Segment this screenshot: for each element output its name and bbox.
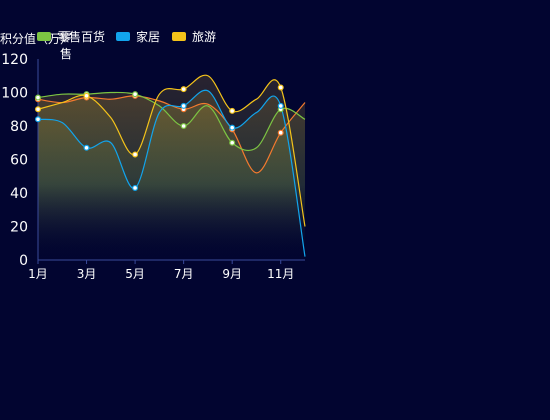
data-point-s3-7月 — [180, 86, 187, 93]
data-point-s1-7月 — [180, 122, 187, 129]
data-point-s3-1月 — [34, 106, 41, 113]
x-tick-label: 5月 — [125, 267, 145, 281]
data-point-s1-1月 — [34, 94, 41, 101]
y-tick-label: 0 — [19, 253, 28, 269]
legend-fragment: 零售 — [60, 30, 73, 61]
data-point-s3-9月 — [229, 107, 236, 114]
x-tick-label: 3月 — [77, 267, 97, 281]
data-point-s3-11月 — [277, 84, 284, 91]
y-tick-label: 20 — [10, 220, 28, 236]
y-axis-unit-label: 积分值（万） — [0, 32, 73, 46]
axes: 0 20 40 60 80 100 120 1月 3月 5月 7月 9月 11月 — [1, 52, 305, 281]
data-point-s2-11月 — [277, 102, 284, 109]
data-point-s1-5月 — [132, 91, 139, 98]
data-point-s2-5月 — [132, 184, 139, 191]
legend-swatch — [116, 32, 130, 41]
y-tick-label: 80 — [10, 119, 28, 135]
legend-item-home[interactable]: 家居 — [116, 28, 160, 45]
y-tick-label: 60 — [10, 153, 28, 169]
legend-item-travel[interactable]: 旅游 — [172, 28, 216, 45]
legend-item-retail[interactable]: 零售百货 — [37, 28, 105, 45]
y-tick-label: 120 — [1, 52, 28, 68]
x-tick-label: 9月 — [222, 267, 242, 281]
legend-label: 零售百货 — [57, 30, 106, 44]
area-fill-3 — [38, 75, 305, 260]
x-tick-label: 11月 — [267, 267, 294, 281]
data-point-s3-5月 — [132, 151, 139, 158]
data-point-s2-9月 — [229, 124, 236, 131]
data-point-s2-7月 — [180, 102, 187, 109]
data-point-s2-1月 — [34, 116, 41, 123]
data-point-s2-3月 — [83, 144, 90, 151]
data-point-s3-3月 — [83, 92, 90, 99]
data-points — [34, 84, 284, 191]
data-point-s0-11月 — [277, 129, 284, 136]
legend-swatch — [37, 32, 51, 41]
legend-label: 家居 — [136, 30, 161, 44]
y-tick-label: 100 — [1, 86, 28, 102]
legend-label: 旅游 — [192, 30, 217, 44]
legend-swatch — [172, 32, 186, 41]
x-tick-label: 1月 — [28, 267, 48, 281]
x-tick-label: 7月 — [174, 267, 194, 281]
area-fills — [38, 75, 305, 261]
y-tick-label: 40 — [10, 186, 28, 202]
data-point-s1-9月 — [229, 139, 236, 146]
